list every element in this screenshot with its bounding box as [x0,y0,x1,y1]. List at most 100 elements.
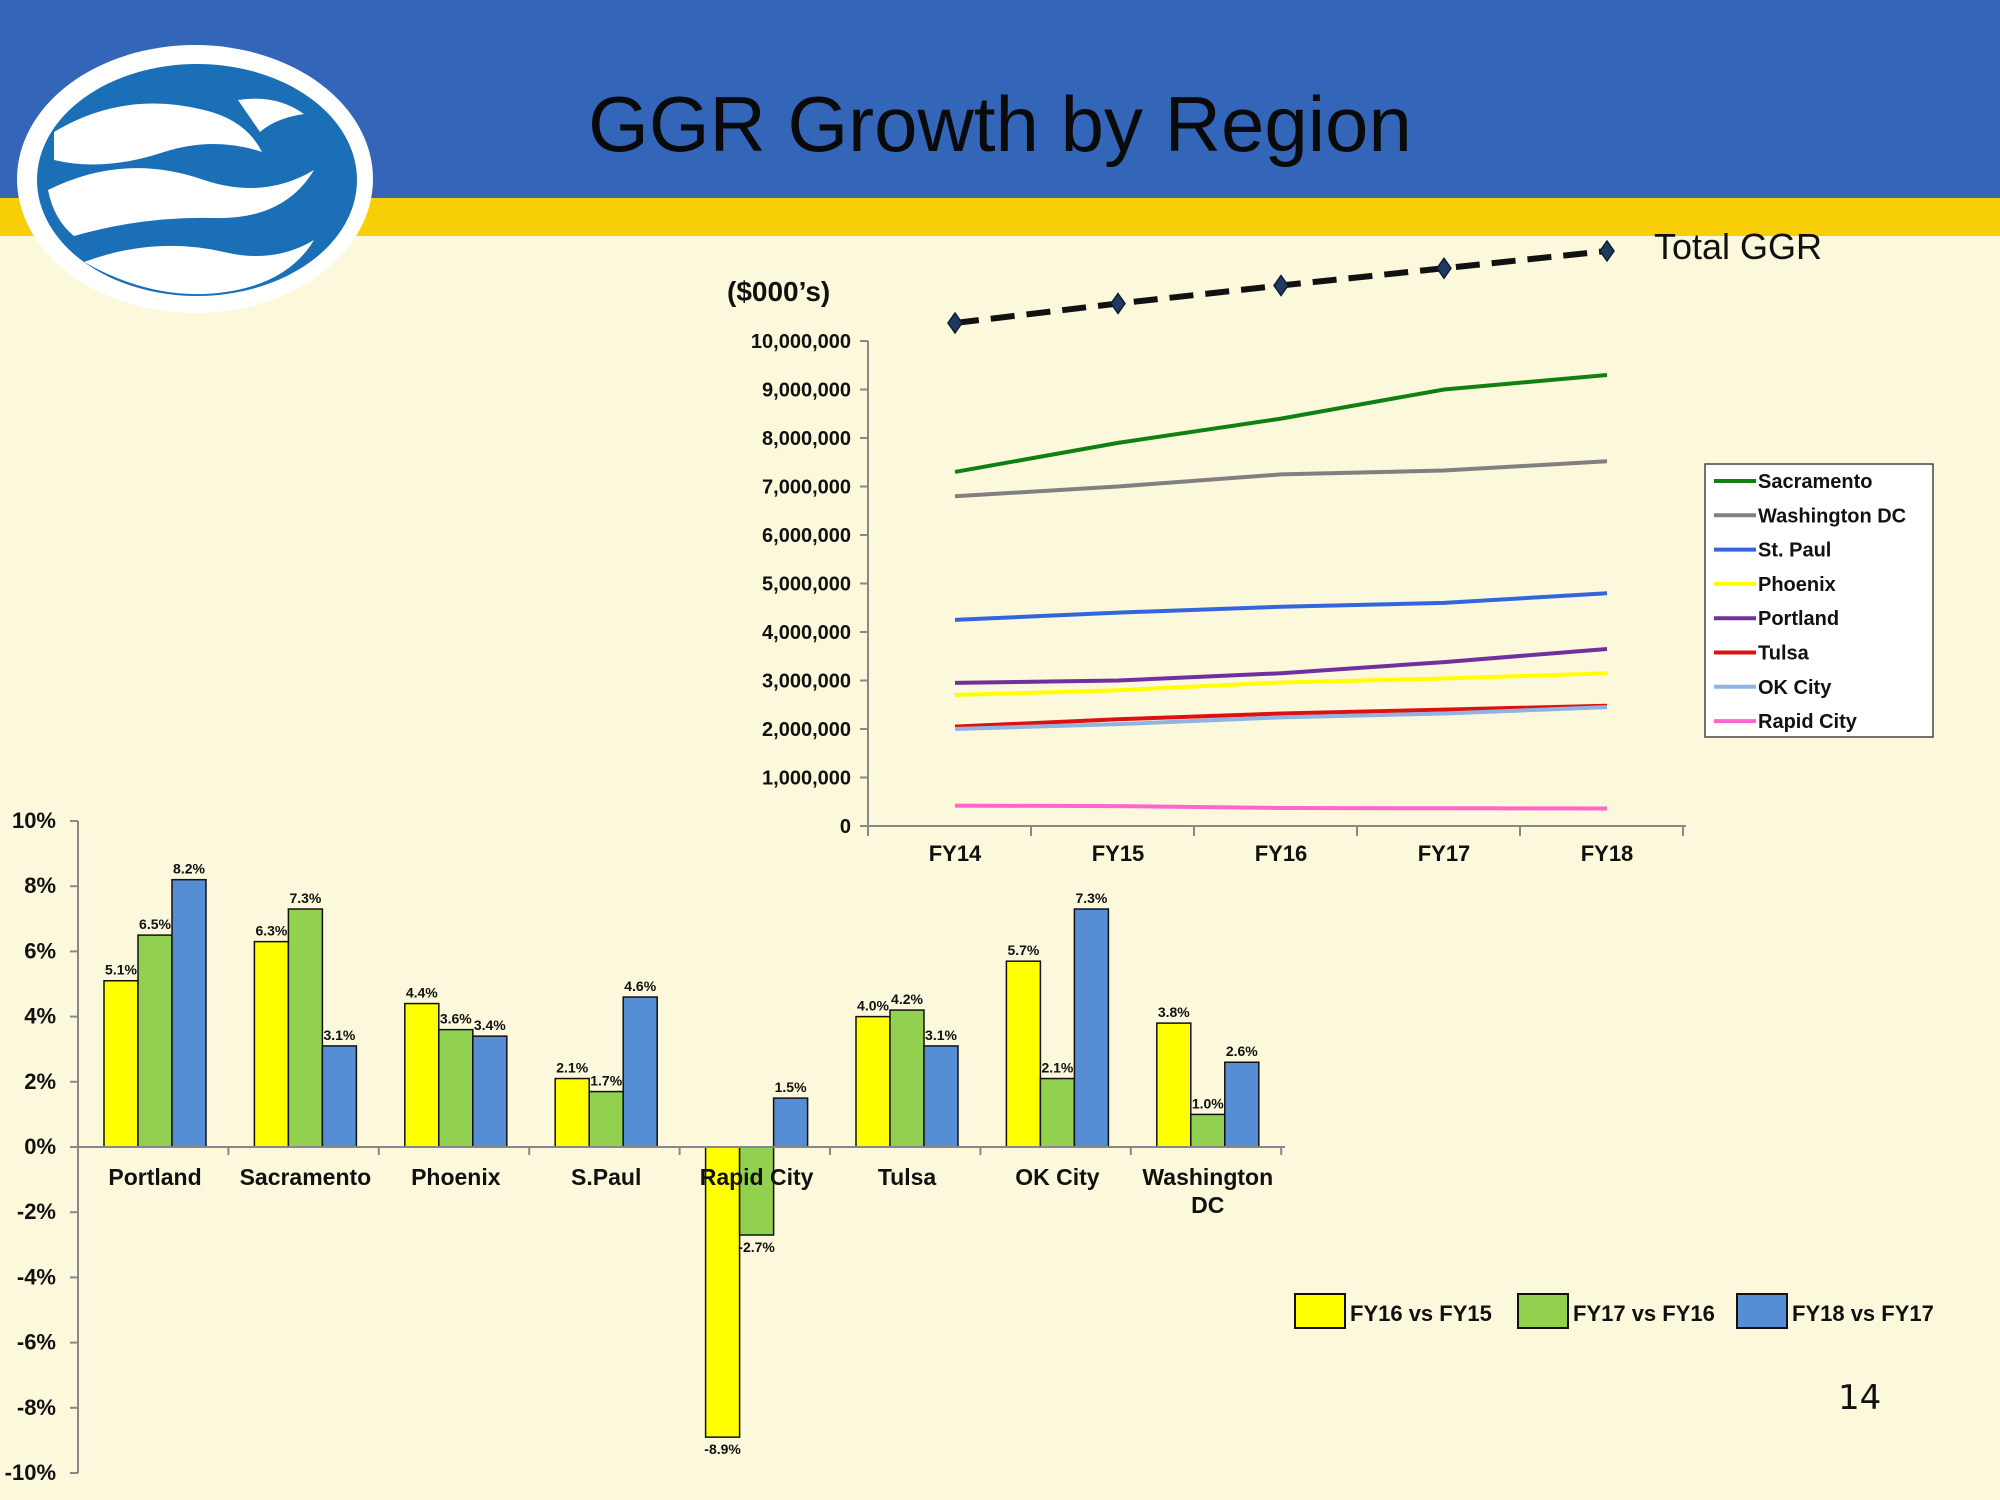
line-unit-label: ($000’s) [727,276,830,307]
bar-data-label: 3.1% [323,1027,355,1043]
bar-category-label: Portland [108,1164,201,1190]
bar-category-label: Sacramento [240,1164,372,1190]
series-line-st-paul [954,591,1608,622]
bar-fy16-vs-fy15 [404,1002,440,1148]
bar-data-label: 7.3% [289,890,321,906]
bar-data-label: 2.1% [1041,1060,1073,1076]
bar-fy18-vs-fy17 [171,878,207,1148]
line-legend-label: Tulsa [1758,643,1810,665]
line-chart: 0 1,000,000 2,000,000 3,000,000 4,000,000 5,0… [727,226,1934,866]
bar-data-label: 5.1% [105,962,137,978]
series-line-tulsa [954,703,1608,729]
bar-legend-swatch [1736,1293,1788,1329]
line-legend-label: OK City [1758,677,1832,699]
bar-fy17-vs-fy16 [1190,1113,1226,1148]
page-number: 14 [1838,1378,1882,1418]
bar-category-label: Tulsa [878,1164,937,1190]
bar-y-tick-label: -2% [17,1199,56,1224]
bar-fy18-vs-fy17 [472,1035,508,1148]
bar-fy17-vs-fy16 [287,908,324,1148]
bar-category-label: Rapid City [700,1164,814,1190]
bar-data-label: -8.9% [704,1441,741,1457]
series-line-ok-city [954,705,1608,731]
bar-y-tick-label: 0% [24,1134,56,1159]
line-legend-label: Portland [1758,608,1839,630]
line-x-tick-label: FY18 [1581,841,1634,866]
bar-data-label: 6.3% [255,923,287,939]
bar-y-tick-label: -8% [17,1395,56,1420]
bar-data-label: 1.5% [775,1079,807,1095]
bar-category-label: S.Paul [571,1164,641,1190]
series-line-rapid-city [954,803,1608,811]
bar-data-label: 2.6% [1226,1043,1258,1059]
total-ggr-marker [1436,256,1452,280]
total-ggr-marker [1273,274,1289,297]
bar-fy16-vs-fy15 [554,1077,590,1148]
bar-category-label: Phoenix [411,1164,501,1190]
bar-data-label: 2.1% [556,1060,588,1076]
bar-y-tick-label: 6% [24,938,56,963]
bar-y-tick-label: -4% [17,1264,56,1289]
bar-fy18-vs-fy17 [321,1045,358,1148]
line-x-tick-label: FY16 [1255,841,1308,866]
line-x-tick-label: FY15 [1092,841,1145,866]
bar-category-label: OK City [1015,1164,1100,1190]
bar-category-label: DC [1191,1192,1224,1218]
line-y-tick-label: 3,000,000 [762,671,851,693]
bar-y-tick-label: 10% [12,808,56,833]
bar-y-tick-label: -10% [5,1460,56,1485]
bar-fy18-vs-fy17 [1073,908,1110,1148]
bar-fy16-vs-fy15 [103,979,139,1148]
bar-legend-swatch [1517,1293,1569,1329]
bar-fy18-vs-fy17 [772,1097,809,1148]
bar-chart: -10% -8% -6% -4% -2% 0% 2% 4% 6% 8% 10% 5.1% 6.5% 8.2… [5,808,1934,1485]
line-y-tick-label: 4,000,000 [762,622,851,644]
bar-y-tick-label: -6% [17,1330,56,1355]
line-legend-label: Sacramento [1758,471,1873,493]
bar-data-label: 4.4% [406,985,438,1001]
bar-y-tick-label: 4% [24,1004,56,1029]
line-y-tick-label: 6,000,000 [762,525,851,547]
bar-data-label: 8.2% [173,861,205,877]
line-y-tick-label: 2,000,000 [762,719,851,741]
bar-fy18-vs-fy17 [1224,1061,1260,1148]
bar-fy17-vs-fy16 [889,1009,925,1148]
bar-data-label: 4.0% [857,998,889,1014]
bar-fy16-vs-fy15 [855,1015,891,1148]
total-ggr-label: Total GGR [1654,226,1822,267]
bar-data-label: 1.7% [590,1073,622,1089]
bar-fy16-vs-fy15 [704,1146,741,1438]
bar-data-label: 4.2% [891,991,923,1007]
line-legend-label: St. Paul [1758,540,1831,562]
line-y-tick-label: 1,000,000 [762,768,851,790]
line-y-tick-label: 9,000,000 [762,380,851,402]
bar-fy17-vs-fy16 [588,1090,624,1148]
bar-data-label: 3.6% [440,1011,472,1027]
bar-data-label: 3.4% [474,1017,506,1033]
line-x-tick-label: FY17 [1418,841,1471,866]
line-x-tick-label: FY14 [929,841,982,866]
line-legend-box [1704,463,1934,738]
bar-fy17-vs-fy16 [1039,1077,1076,1148]
bar-category-label: Washington [1142,1164,1273,1190]
bar-y-tick-label: 2% [24,1069,56,1094]
bar-fy16-vs-fy15 [253,940,290,1148]
bar-data-label: 6.5% [139,916,171,932]
total-ggr-marker [1599,239,1615,263]
bar-legend-label: FY17 vs FY16 [1573,1301,1715,1326]
bar-data-label: 4.6% [624,978,656,994]
bar-legend-swatch [1294,1293,1346,1329]
line-legend-label: Phoenix [1758,574,1836,596]
series-line-portland [954,646,1608,685]
bar-legend-label: FY18 vs FY17 [1792,1301,1934,1326]
bar-data-label: 3.8% [1158,1004,1190,1020]
series-line-washington-dc [954,459,1608,499]
bar-fy18-vs-fy17 [622,996,658,1148]
bird-wave-logo [17,45,373,313]
total-ggr-marker [947,311,963,335]
series-line-phoenix [954,671,1608,698]
bar-data-label: 1.0% [1192,1095,1224,1111]
bar-fy18-vs-fy17 [923,1045,959,1148]
bar-fy17-vs-fy16 [738,1146,775,1236]
